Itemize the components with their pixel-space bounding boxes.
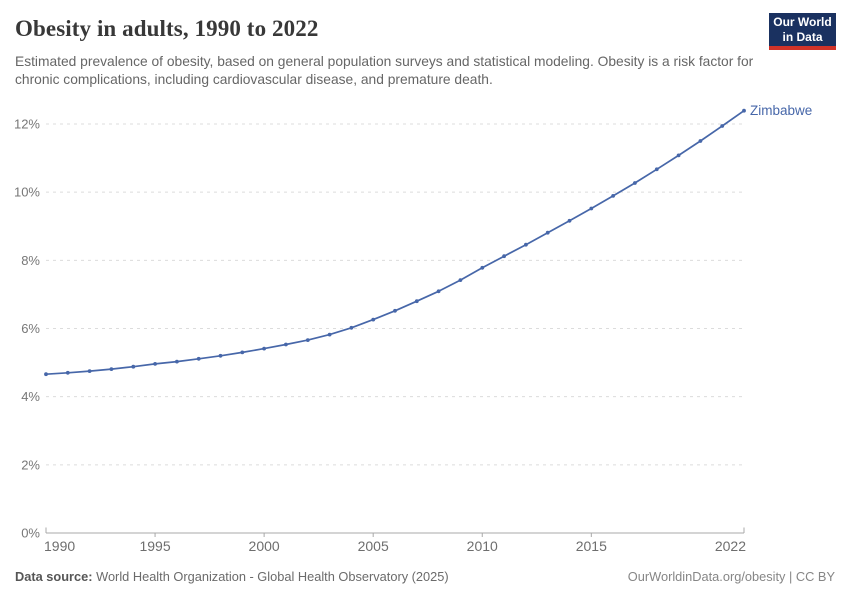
data-point[interactable] bbox=[589, 206, 594, 211]
data-point[interactable] bbox=[414, 299, 419, 304]
data-point[interactable] bbox=[393, 308, 397, 313]
y-axis-tick-label: 2% bbox=[21, 457, 40, 472]
y-axis-tick-label: 12% bbox=[14, 117, 40, 132]
data-point[interactable] bbox=[524, 242, 528, 247]
data-point[interactable] bbox=[262, 346, 266, 351]
data-source-label: Data source: bbox=[15, 569, 93, 584]
data-point[interactable] bbox=[545, 230, 550, 235]
data-point[interactable] bbox=[458, 278, 463, 282]
y-axis-tick-label: 6% bbox=[21, 321, 40, 336]
x-axis-tick-label: 1995 bbox=[139, 538, 170, 554]
data-point[interactable] bbox=[327, 332, 332, 337]
data-line[interactable] bbox=[45, 109, 745, 376]
x-axis-tick-label: 2005 bbox=[358, 538, 389, 554]
x-axis-tick-label: 2010 bbox=[467, 538, 498, 554]
data-point[interactable] bbox=[480, 265, 485, 270]
y-axis-tick-label: 8% bbox=[21, 253, 40, 268]
data-point[interactable] bbox=[131, 364, 136, 369]
data-point[interactable] bbox=[196, 356, 201, 361]
data-point[interactable] bbox=[436, 289, 441, 294]
data-point[interactable] bbox=[742, 108, 746, 113]
data-point[interactable] bbox=[153, 362, 158, 366]
data-source-note: Data source: World Health Organization -… bbox=[15, 569, 449, 584]
chart-footer: Data source: World Health Organization -… bbox=[15, 569, 835, 584]
owid-logo-line2: in Data bbox=[782, 29, 823, 44]
data-point[interactable] bbox=[87, 369, 92, 373]
data-point[interactable] bbox=[633, 181, 637, 185]
x-axis-tick-label: 2015 bbox=[576, 538, 607, 554]
data-point[interactable] bbox=[44, 372, 48, 377]
data-point[interactable] bbox=[284, 342, 288, 347]
y-axis-tick-label: 4% bbox=[21, 389, 40, 404]
data-source-text: World Health Organization - Global Healt… bbox=[96, 569, 449, 584]
chart-area: 0% 2% 4% 6% 8% 10% 12% 1990 1995 2000 2005 2010 2015… bbox=[0, 95, 850, 565]
x-axis-tick-label: 1990 bbox=[44, 538, 75, 554]
data-point[interactable] bbox=[65, 370, 70, 375]
x-axis-tick-label: 2000 bbox=[249, 538, 280, 554]
entity-label[interactable]: Zimbabwe bbox=[750, 103, 812, 118]
data-point[interactable] bbox=[175, 359, 179, 364]
data-point[interactable] bbox=[698, 139, 703, 143]
owid-logo[interactable]: Our World in Data bbox=[769, 13, 836, 50]
data-point[interactable] bbox=[349, 325, 354, 330]
data-point[interactable] bbox=[654, 167, 659, 172]
data-point[interactable] bbox=[305, 338, 310, 342]
data-point[interactable] bbox=[676, 153, 681, 158]
owid-logo-line1: Our World bbox=[773, 15, 832, 30]
data-point[interactable] bbox=[218, 353, 223, 358]
data-point[interactable] bbox=[567, 218, 572, 223]
data-point[interactable] bbox=[371, 317, 376, 322]
data-point[interactable] bbox=[611, 194, 615, 198]
y-axis-tick-label: 10% bbox=[14, 185, 40, 200]
data-point[interactable] bbox=[109, 367, 114, 371]
attribution-text: OurWorldinData.org/obesity | CC BY bbox=[627, 569, 835, 584]
chart-title: Obesity in adults, 1990 to 2022 bbox=[15, 16, 319, 41]
data-point[interactable] bbox=[502, 254, 506, 259]
chart-subtitle: Estimated prevalence of obesity, based o… bbox=[15, 54, 754, 88]
x-axis-tick-label: 2022 bbox=[715, 538, 746, 554]
data-point[interactable] bbox=[720, 124, 725, 128]
y-axis-tick-label: 0% bbox=[21, 526, 40, 541]
chart-plot-area[interactable]: 0% 2% 4% 6% 8% 10% 12% 1990 1995 2000 2005 2010 2015… bbox=[0, 95, 850, 565]
data-point[interactable] bbox=[240, 350, 245, 355]
